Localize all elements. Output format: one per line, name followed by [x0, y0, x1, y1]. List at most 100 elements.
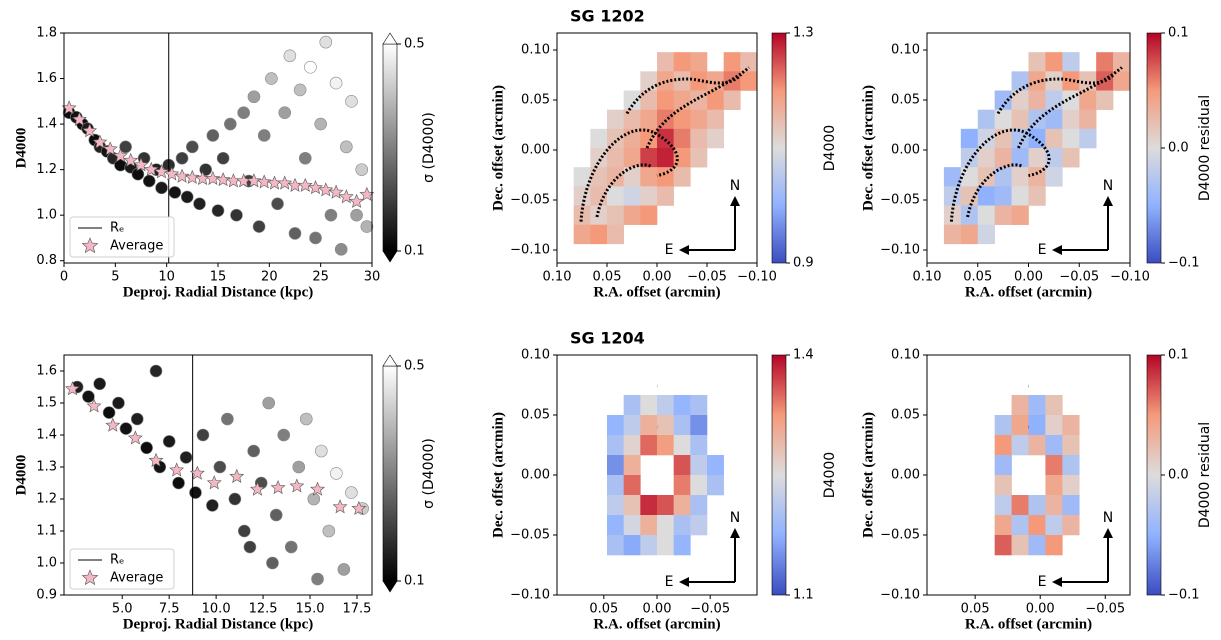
scatter-point	[211, 204, 225, 217]
y-tick-label: 0.10	[521, 43, 550, 58]
axes-frame	[926, 354, 1131, 596]
scatter-point	[314, 444, 328, 458]
scatter-point	[142, 174, 156, 188]
map-pixel	[690, 475, 708, 496]
scatter-point	[216, 151, 230, 165]
scatter-point	[340, 140, 353, 154]
y-tick-label: 0.10	[521, 348, 550, 363]
y-tick-label: 1.2	[36, 492, 57, 507]
map-pixel	[673, 455, 691, 476]
map-pixel	[723, 90, 741, 110]
map-pixel	[1045, 475, 1063, 496]
map-pixel	[1079, 128, 1097, 149]
map-pixel	[623, 455, 641, 476]
map-pixel	[673, 167, 691, 187]
compass-head	[1052, 245, 1062, 255]
average-star	[86, 398, 102, 413]
scatter-point	[262, 396, 276, 410]
arm-contour	[579, 128, 679, 222]
colorbar	[382, 365, 398, 582]
x-tick-label: 0	[60, 270, 68, 285]
map-pixel	[994, 435, 1012, 456]
scatter-point	[337, 563, 351, 576]
average-star	[310, 481, 325, 496]
map-pixel	[1045, 90, 1063, 110]
average-star	[308, 180, 323, 195]
scatter-point	[119, 140, 132, 154]
map-pixel	[673, 128, 691, 149]
average-star	[92, 134, 108, 149]
y-tick-label: 1.6	[36, 71, 57, 86]
map-pixel	[657, 435, 674, 456]
map-pixel	[573, 205, 591, 225]
y-tick-label: 0.9	[36, 588, 57, 603]
y-tick-label: 1.1	[36, 524, 57, 539]
x-axis-label: R.A. offset (arcmin)	[593, 616, 720, 632]
compass-arrow	[1058, 202, 1109, 251]
y-axis-label: Dec. offset (arcmin)	[490, 85, 506, 211]
scatter-point	[265, 72, 278, 85]
legend-label: Rₑ	[110, 553, 124, 568]
map-pixel	[1045, 128, 1063, 149]
map-pixel	[1028, 535, 1046, 556]
map-pixel	[623, 90, 641, 110]
map-pixel	[657, 52, 674, 72]
compass-head	[679, 245, 689, 255]
map-pixel	[994, 495, 1012, 516]
map-pixel	[640, 515, 658, 536]
map-pixel	[977, 109, 995, 130]
map-pixel	[1028, 109, 1046, 130]
map-pixel	[1011, 515, 1029, 536]
map-pixel	[607, 455, 624, 476]
map-pixel	[1028, 148, 1046, 168]
map-pixel	[740, 52, 758, 72]
map-pixel	[1045, 495, 1063, 516]
map-pixel	[657, 167, 674, 187]
map-pixel	[690, 415, 708, 436]
y-tick-label: 0.05	[891, 408, 920, 423]
compass-east: E	[665, 242, 674, 258]
map-pixel	[1045, 109, 1063, 130]
map-pixel	[657, 186, 674, 206]
y-tick-label: 0.8	[36, 253, 57, 268]
map-pixel	[623, 167, 641, 187]
legend-star	[81, 569, 99, 586]
y-axis-label: D4000	[13, 455, 29, 496]
x-tick-label: 5	[111, 270, 119, 285]
y-tick-label: −0.05	[880, 193, 920, 208]
x-tick-label: 15	[210, 270, 227, 285]
colorbar	[771, 32, 787, 264]
map-pixel	[657, 90, 674, 110]
average-star	[71, 111, 87, 126]
scatter-point	[329, 76, 343, 90]
map-pixel	[573, 186, 591, 206]
average-star	[154, 164, 169, 179]
map-pixel	[623, 148, 641, 168]
x-axis-label: Deproj. Radial Distance (kpc)	[123, 616, 314, 632]
average-star	[164, 166, 180, 181]
panel-title: SG 1204	[570, 329, 645, 348]
map-pixel	[623, 475, 641, 496]
x-tick-label: 0.05	[589, 602, 618, 617]
map-pixel	[657, 535, 674, 556]
map-pixel	[960, 148, 979, 168]
colorbar-label: σ (D4000)	[421, 438, 437, 509]
x-tick-label: 0.00	[643, 602, 672, 617]
x-tick-label: 0.05	[963, 270, 992, 285]
map-pixel	[1028, 395, 1046, 416]
compass-head	[1103, 528, 1113, 538]
map-pixel	[1011, 435, 1029, 456]
scatter-point	[269, 508, 283, 522]
map-pixel	[1045, 167, 1063, 187]
x-tick-label: 25	[312, 270, 329, 285]
average-star	[287, 177, 303, 192]
colorbar-extend	[382, 32, 398, 45]
map-pixel	[1113, 52, 1131, 72]
colorbar-label: D4000 residual	[1197, 422, 1213, 528]
x-tick-label: −0.05	[1059, 270, 1099, 285]
map-pixel	[1028, 71, 1046, 91]
map-pixel	[673, 90, 691, 110]
average-star	[206, 475, 222, 490]
map-pixel	[1096, 71, 1114, 91]
compass-north: N	[1103, 178, 1113, 194]
